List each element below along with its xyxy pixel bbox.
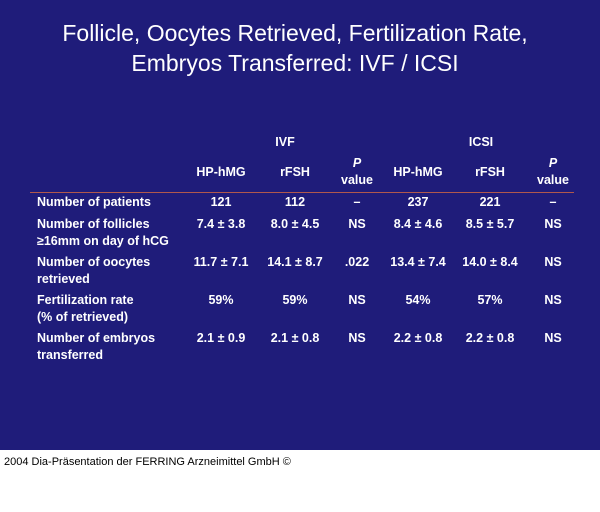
cell: NS bbox=[544, 255, 562, 269]
column-header: P bbox=[548, 156, 558, 170]
footer: 2004 Dia-Präsentation der FERRING Arznei… bbox=[4, 456, 291, 468]
column-header: value bbox=[537, 173, 569, 187]
row-label: Number of oocytes bbox=[37, 255, 151, 269]
cell: 121 bbox=[210, 195, 232, 209]
cell: 2.1 ± 0.9 bbox=[196, 331, 246, 345]
cell: NS bbox=[348, 217, 366, 231]
cell: 2.2 ± 0.8 bbox=[393, 331, 443, 345]
group-header: IVF bbox=[275, 135, 295, 149]
cell: 14.0 ± 8.4 bbox=[462, 255, 518, 269]
row-label: Number of follicles bbox=[37, 217, 150, 231]
row-label: ≥16mm on day of hCG bbox=[37, 234, 169, 248]
cell: 59% bbox=[282, 293, 308, 307]
cell: NS bbox=[348, 331, 366, 345]
cell: 7.4 ± 3.8 bbox=[196, 217, 246, 231]
column-header: value bbox=[341, 173, 373, 187]
cell: 59% bbox=[208, 293, 234, 307]
cell: 237 bbox=[407, 195, 429, 209]
cell: 2.1 ± 0.8 bbox=[270, 331, 320, 345]
title-line: Embryos Transferred: IVF / ICSI bbox=[131, 50, 459, 76]
column-header: rFSH bbox=[475, 165, 505, 179]
column-header: HP-hMG bbox=[196, 165, 246, 179]
row-label: Fertilization rate bbox=[37, 293, 134, 307]
column-header: HP-hMG bbox=[393, 165, 443, 179]
cell: 2.2 ± 0.8 bbox=[465, 331, 515, 345]
column-header: rFSH bbox=[280, 165, 310, 179]
group-header: ICSI bbox=[468, 135, 494, 149]
slide: Follicle, Oocytes Retrieved, Fertilizati… bbox=[0, 0, 600, 450]
cell: NS bbox=[348, 293, 366, 307]
cell: 14.1 ± 8.7 bbox=[267, 255, 323, 269]
cell: 11.7 ± 7.1 bbox=[193, 255, 249, 269]
cell: 8.5 ± 5.7 bbox=[465, 217, 515, 231]
cell: – bbox=[549, 195, 557, 209]
row-label: Number of embryos bbox=[37, 331, 156, 345]
cell: – bbox=[353, 195, 361, 209]
header-rule bbox=[30, 192, 574, 193]
column-header: P bbox=[352, 156, 362, 170]
title-line: Follicle, Oocytes Retrieved, Fertilizati… bbox=[62, 20, 528, 46]
row-label: retrieved bbox=[37, 272, 90, 286]
cell: 221 bbox=[479, 195, 501, 209]
cell: 54% bbox=[405, 293, 431, 307]
cell: 57% bbox=[477, 293, 503, 307]
cell: NS bbox=[544, 217, 562, 231]
cell: 8.0 ± 4.5 bbox=[270, 217, 320, 231]
cell: NS bbox=[544, 293, 562, 307]
cell: .022 bbox=[344, 255, 370, 269]
row-label: transferred bbox=[37, 348, 103, 362]
cell: NS bbox=[544, 331, 562, 345]
row-label: (% of retrieved) bbox=[37, 310, 128, 324]
row-label: Number of patients bbox=[37, 195, 151, 209]
cell: 13.4 ± 7.4 bbox=[390, 255, 446, 269]
cell: 8.4 ± 4.6 bbox=[393, 217, 443, 231]
cell: 112 bbox=[284, 195, 306, 209]
